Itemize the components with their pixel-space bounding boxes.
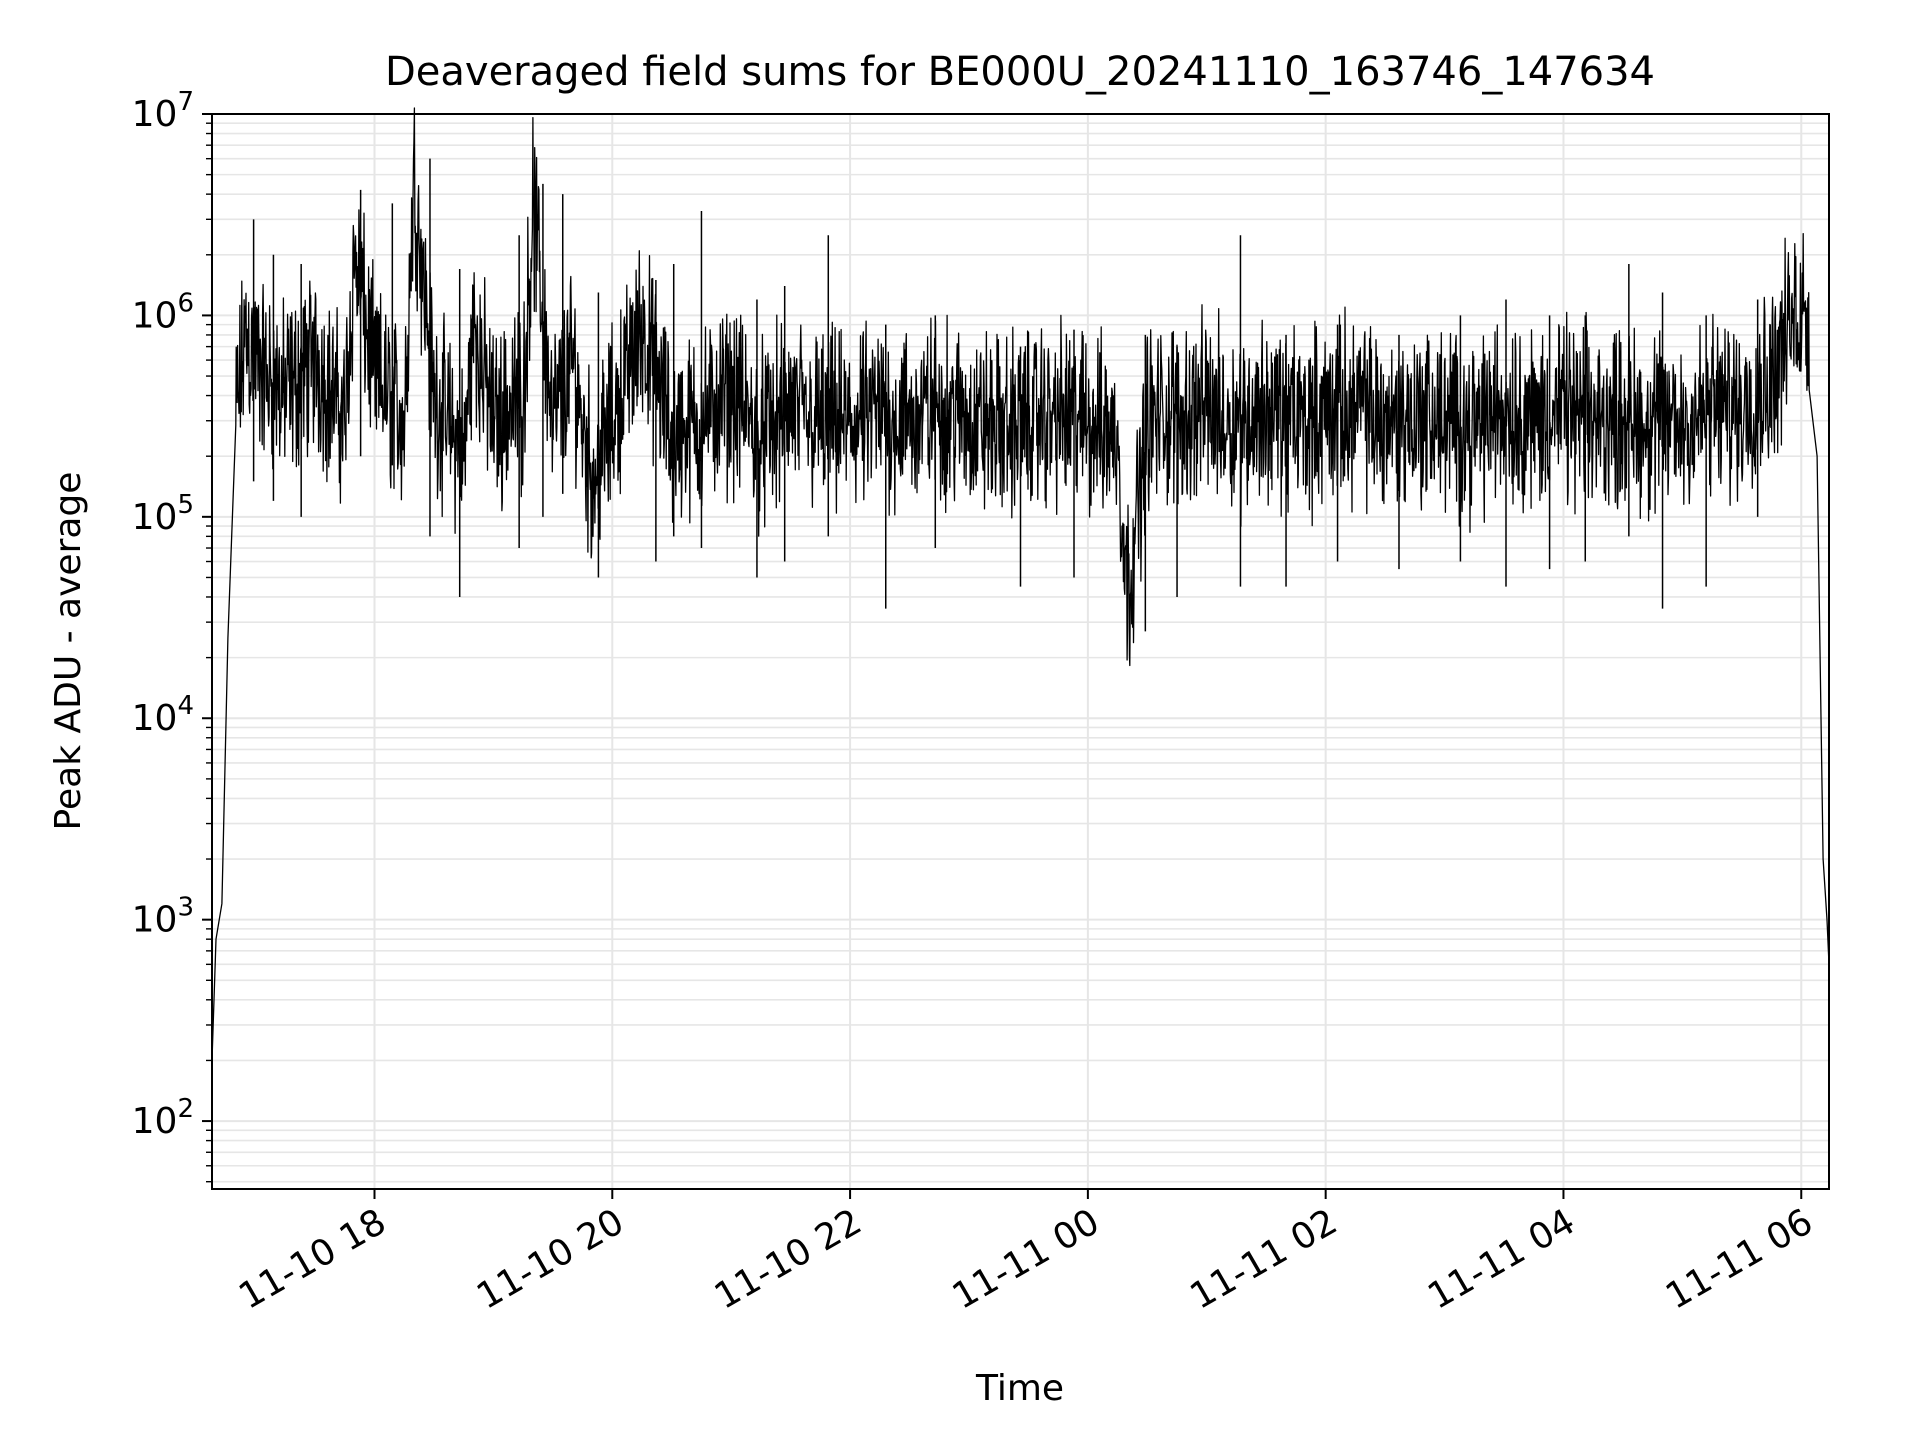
x-tick-label: 11-11 02 [1183,1201,1344,1317]
x-tick-label: 11-11 06 [1659,1201,1820,1317]
x-axis-ticks: 11-10 18 11-10 20 11-10 22 11-11 00 11-11 02… [232,1189,1820,1318]
chart-title: Deaveraged field sums for BE000U_2024111… [385,49,1655,95]
grid-lines [212,113,1829,1189]
y-axis-label: Peak ADU - average [48,472,89,831]
y-tick-label: 107 [132,87,194,135]
y-tick-label: 106 [132,288,194,336]
y-axis-ticks: 102 103 104 105 106 107 [132,87,212,1183]
y-tick-label: 102 [132,1094,194,1142]
x-tick-label: 11-11 00 [946,1201,1107,1317]
plot-frame [211,113,1830,1190]
x-tick-label: 11-11 04 [1421,1201,1582,1317]
y-tick-label: 105 [132,490,194,538]
x-tick-label: 11-10 18 [232,1201,393,1317]
y-tick-label: 104 [132,691,194,739]
x-tick-label: 11-10 22 [708,1201,869,1317]
y-tick-label: 103 [132,893,194,941]
series-line-layer [211,107,1830,1061]
x-tick-label: 11-10 20 [470,1201,631,1317]
x-axis-label: Time [975,1368,1064,1409]
series-line [211,107,1830,1061]
